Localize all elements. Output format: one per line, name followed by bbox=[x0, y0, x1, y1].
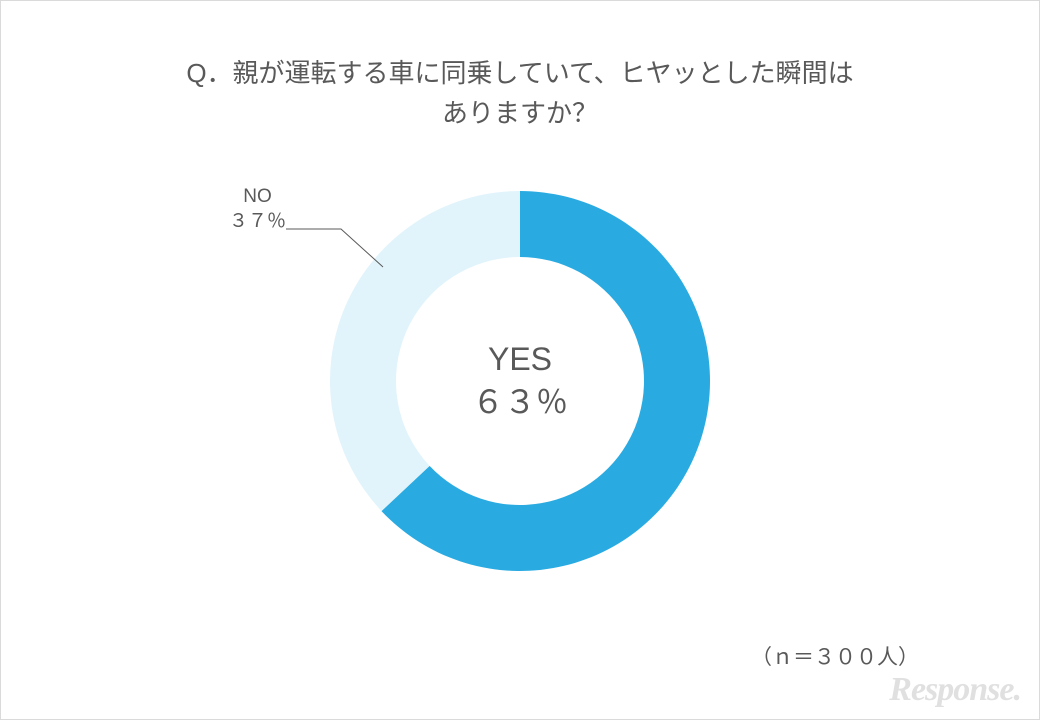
donut-center-label: YES ６３％ bbox=[472, 338, 568, 424]
callout-no-label: NO ３７％ bbox=[229, 185, 286, 234]
title-line-1: Q．親が運転する車に同乗していて、ヒヤッとした瞬間は bbox=[186, 58, 853, 88]
watermark-text: Response. bbox=[889, 671, 1021, 709]
center-label-line-2: ６３％ bbox=[472, 381, 568, 424]
title-line-2: ありますか？ bbox=[442, 98, 598, 128]
sample-size-text: （ｎ＝３００人） bbox=[751, 641, 919, 671]
callout-line-2: ３７％ bbox=[229, 210, 286, 235]
center-label-line-1: YES bbox=[472, 338, 568, 381]
callout-line-1: NO bbox=[229, 185, 286, 210]
sample-size-value: （ｎ＝３００人） bbox=[751, 646, 919, 669]
donut-chart: YES ６３％ bbox=[330, 191, 710, 571]
question-title: Q．親が運転する車に同乗していて、ヒヤッとした瞬間は ありますか？ bbox=[1, 53, 1039, 134]
watermark-value: Response. bbox=[889, 671, 1021, 708]
